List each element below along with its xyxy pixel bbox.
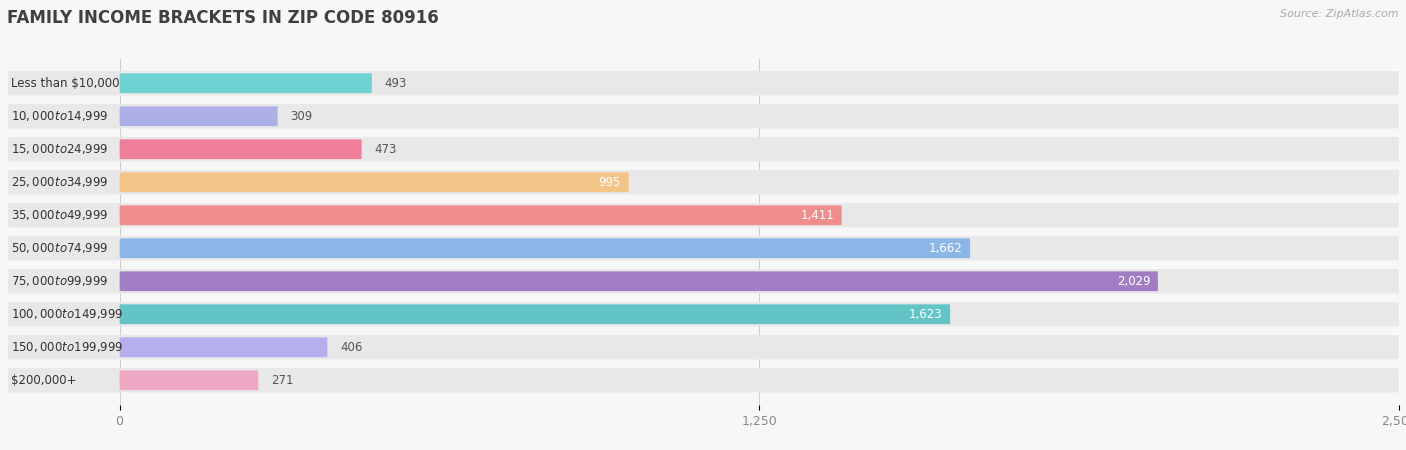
- FancyBboxPatch shape: [8, 302, 1399, 326]
- Text: 2,029: 2,029: [1116, 275, 1150, 288]
- FancyBboxPatch shape: [120, 140, 361, 159]
- FancyBboxPatch shape: [8, 71, 1399, 95]
- Text: $10,000 to $14,999: $10,000 to $14,999: [11, 109, 108, 123]
- Text: 309: 309: [291, 110, 312, 123]
- FancyBboxPatch shape: [8, 335, 1399, 360]
- Text: Source: ZipAtlas.com: Source: ZipAtlas.com: [1281, 9, 1399, 19]
- FancyBboxPatch shape: [120, 238, 970, 258]
- Text: $100,000 to $149,999: $100,000 to $149,999: [11, 307, 124, 321]
- FancyBboxPatch shape: [120, 172, 628, 192]
- Text: $150,000 to $199,999: $150,000 to $199,999: [11, 340, 124, 354]
- Text: 1,411: 1,411: [800, 209, 834, 222]
- Text: $15,000 to $24,999: $15,000 to $24,999: [11, 142, 108, 156]
- Text: FAMILY INCOME BRACKETS IN ZIP CODE 80916: FAMILY INCOME BRACKETS IN ZIP CODE 80916: [7, 9, 439, 27]
- Text: 1,662: 1,662: [929, 242, 963, 255]
- Text: 473: 473: [374, 143, 396, 156]
- FancyBboxPatch shape: [8, 104, 1399, 128]
- Text: 406: 406: [340, 341, 363, 354]
- FancyBboxPatch shape: [8, 170, 1399, 194]
- Text: $75,000 to $99,999: $75,000 to $99,999: [11, 274, 108, 288]
- Text: $50,000 to $74,999: $50,000 to $74,999: [11, 241, 108, 255]
- Text: $35,000 to $49,999: $35,000 to $49,999: [11, 208, 108, 222]
- FancyBboxPatch shape: [8, 368, 1399, 392]
- FancyBboxPatch shape: [120, 271, 1159, 291]
- Text: Less than $10,000: Less than $10,000: [11, 77, 120, 90]
- Text: 493: 493: [385, 77, 408, 90]
- FancyBboxPatch shape: [120, 304, 950, 324]
- Text: 1,623: 1,623: [908, 308, 942, 321]
- Text: $25,000 to $34,999: $25,000 to $34,999: [11, 175, 108, 189]
- FancyBboxPatch shape: [8, 236, 1399, 261]
- FancyBboxPatch shape: [8, 137, 1399, 162]
- FancyBboxPatch shape: [120, 205, 842, 225]
- Text: $200,000+: $200,000+: [11, 374, 76, 387]
- FancyBboxPatch shape: [120, 338, 328, 357]
- FancyBboxPatch shape: [120, 106, 278, 126]
- FancyBboxPatch shape: [8, 203, 1399, 227]
- Text: 271: 271: [271, 374, 294, 387]
- Text: 995: 995: [599, 176, 621, 189]
- FancyBboxPatch shape: [120, 370, 259, 390]
- FancyBboxPatch shape: [8, 269, 1399, 293]
- FancyBboxPatch shape: [120, 73, 373, 93]
